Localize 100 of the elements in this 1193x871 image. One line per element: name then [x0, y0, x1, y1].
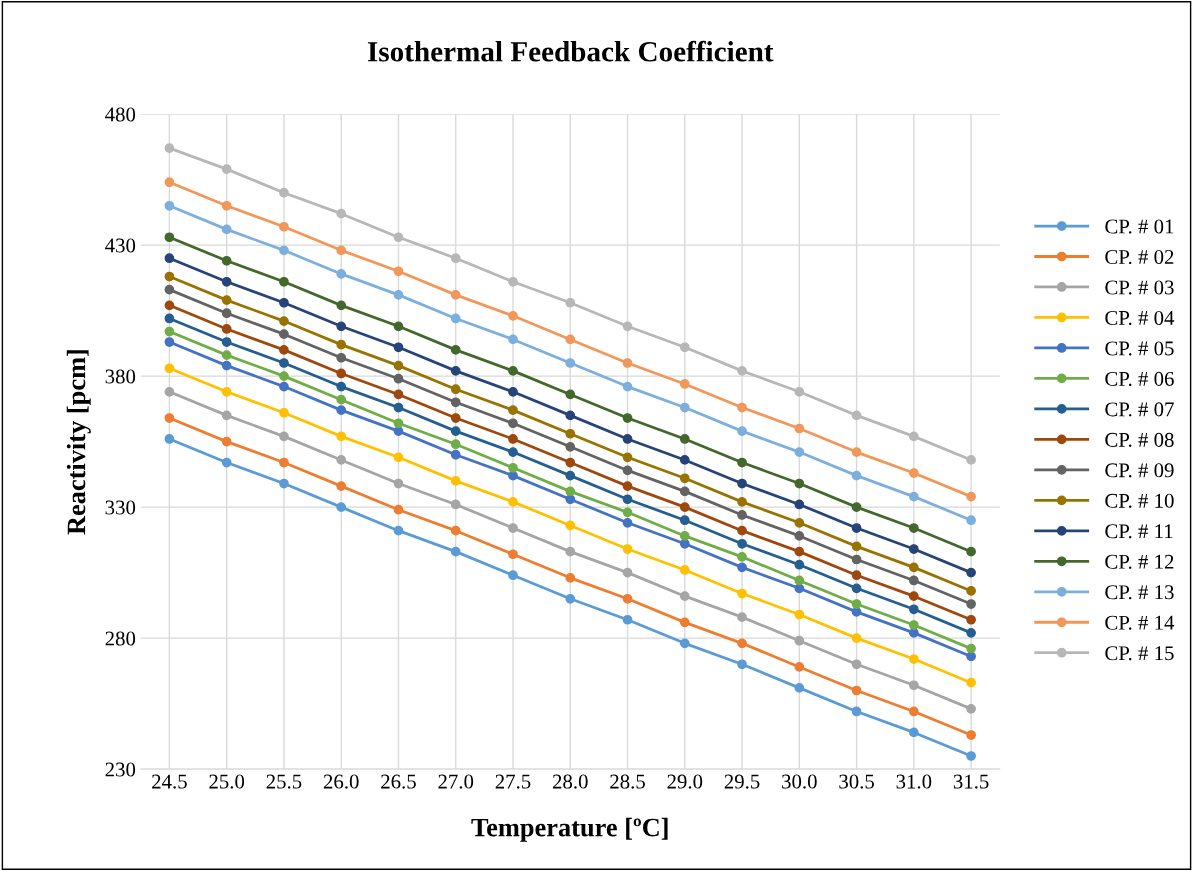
point: [679, 379, 690, 389]
point: [393, 342, 404, 353]
point: [164, 413, 175, 423]
point: [679, 486, 690, 497]
point: [508, 570, 518, 581]
point: [565, 470, 576, 481]
point: [679, 455, 690, 465]
point: [908, 680, 919, 691]
x-tick-label: 27.5: [495, 774, 531, 789]
point: [851, 659, 862, 670]
point: [679, 473, 690, 484]
point: [908, 468, 919, 478]
point: [336, 208, 347, 219]
point: [966, 455, 976, 465]
legend-label: CP. # 06: [1105, 371, 1174, 387]
point: [279, 371, 289, 381]
point: [737, 659, 747, 670]
point: [221, 308, 232, 319]
point: [164, 177, 175, 188]
point: [737, 402, 747, 413]
point: [336, 405, 347, 416]
point: [450, 525, 461, 536]
point: [336, 502, 347, 512]
point: [508, 310, 518, 321]
point: [851, 554, 862, 565]
point: [737, 562, 747, 573]
point: [794, 575, 805, 586]
point: [336, 300, 347, 311]
point: [679, 515, 690, 526]
point: [908, 575, 919, 586]
point: [794, 635, 805, 646]
point: [966, 677, 976, 688]
point: [908, 591, 919, 602]
point: [851, 607, 862, 617]
y-tick-label: 230: [105, 762, 136, 777]
point: [508, 386, 518, 397]
point: [164, 232, 175, 243]
point: [851, 541, 862, 552]
point: [279, 316, 289, 326]
point: [336, 431, 347, 442]
point: [450, 449, 461, 460]
point: [164, 363, 175, 374]
point: [908, 706, 919, 717]
point: [794, 531, 805, 541]
legend-label: CP. # 10: [1105, 493, 1174, 508]
y-tick-label: 330: [105, 500, 136, 515]
point: [450, 439, 461, 450]
point: [336, 455, 347, 465]
point: [737, 457, 747, 468]
point: [737, 538, 747, 549]
point: [565, 297, 576, 308]
point: [679, 617, 690, 628]
point: [622, 614, 633, 625]
x-tick-label: 29.0: [667, 774, 703, 789]
point: [393, 452, 404, 463]
point: [164, 337, 175, 347]
point: [221, 295, 232, 305]
point: [679, 638, 690, 649]
point: [508, 434, 518, 444]
point: [794, 478, 805, 489]
point: [737, 525, 747, 536]
point: [279, 345, 289, 355]
x-tick-label: 25.5: [266, 774, 302, 789]
x-tick-label: 28.5: [610, 774, 645, 789]
point: [851, 633, 862, 643]
legend-label: CP. # 12: [1105, 554, 1174, 569]
point: [450, 499, 461, 510]
point: [565, 334, 576, 345]
point: [336, 269, 347, 279]
x-tick-label: 29.5: [724, 774, 760, 789]
point: [679, 342, 690, 353]
point: [966, 627, 976, 638]
legend-label: CP. # 03: [1105, 280, 1174, 295]
y-tick-label: 280: [105, 631, 136, 646]
point: [279, 478, 289, 489]
point: [221, 386, 232, 397]
point: [908, 604, 919, 615]
point: [450, 546, 461, 557]
point: [966, 515, 976, 526]
point: [279, 358, 289, 368]
point: [794, 386, 805, 397]
point: [966, 491, 976, 502]
point: [908, 544, 919, 554]
point: [622, 517, 633, 528]
point: [221, 276, 232, 287]
point: [450, 290, 461, 300]
y-tick-label: 380: [105, 369, 136, 384]
point: [508, 462, 518, 473]
point: [737, 478, 747, 489]
point: [393, 373, 404, 384]
point: [966, 567, 976, 578]
point: [221, 337, 232, 347]
point: [565, 389, 576, 400]
point: [565, 486, 576, 497]
point: [851, 523, 862, 533]
point: [508, 405, 518, 416]
point: [966, 599, 976, 609]
point: [336, 394, 347, 405]
point: [565, 457, 576, 468]
point: [450, 397, 461, 408]
